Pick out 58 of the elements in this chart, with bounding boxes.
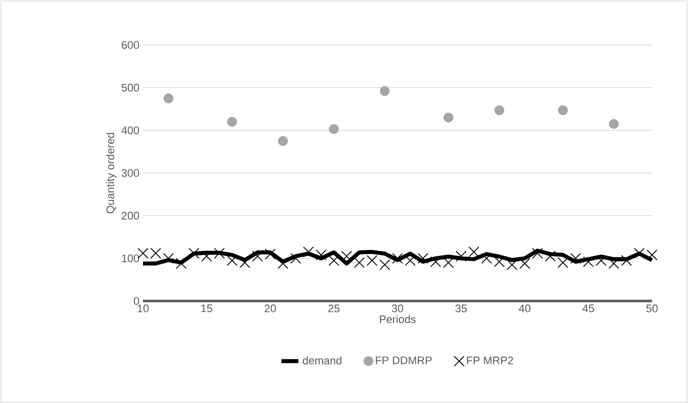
- x-tick-label: 50: [646, 304, 658, 312]
- point: [328, 255, 340, 266]
- point: [646, 250, 658, 260]
- point: [354, 257, 365, 268]
- point: [596, 255, 607, 266]
- point: [380, 86, 390, 96]
- point: [316, 250, 327, 260]
- y-axis-title: Quantity ordered: [106, 132, 116, 214]
- y-tick-label: 100: [122, 254, 140, 262]
- y-tick-label: 200: [122, 212, 140, 220]
- point: [366, 255, 378, 266]
- point: [392, 252, 403, 264]
- point: [278, 136, 288, 146]
- point: [558, 105, 568, 116]
- x-tick-label: 25: [328, 304, 340, 312]
- x-tick-label: 45: [582, 304, 594, 312]
- x-tick-label: 15: [201, 304, 212, 312]
- point: [328, 124, 339, 134]
- point: [544, 250, 556, 262]
- x-axis-title: Periods: [380, 315, 416, 324]
- point: [201, 250, 212, 262]
- point: [418, 252, 428, 264]
- x-tick-label: 10: [138, 304, 149, 312]
- point: [608, 118, 619, 129]
- point: [456, 250, 467, 262]
- point: [570, 252, 582, 264]
- point: [443, 112, 454, 122]
- x-tick-label: 35: [455, 304, 467, 312]
- y-tick-label: 0: [134, 297, 140, 305]
- legend-label: FP MRP2: [467, 356, 514, 364]
- point: [494, 256, 505, 268]
- point: [164, 93, 174, 104]
- point: [519, 258, 530, 269]
- y-tick-label: 300: [122, 169, 140, 177]
- legend-label: demand: [302, 356, 342, 364]
- point: [290, 252, 302, 264]
- y-tick-label: 400: [121, 126, 140, 134]
- point: [494, 105, 504, 116]
- y-tick-label: 500: [122, 84, 140, 92]
- point: [252, 250, 263, 262]
- x-tick-label: 30: [392, 304, 404, 312]
- y-tick-label: 600: [122, 41, 140, 49]
- point: [558, 257, 568, 268]
- point: [621, 255, 632, 266]
- point: [379, 259, 390, 270]
- point: [264, 248, 276, 260]
- point: [468, 246, 480, 258]
- point: [214, 248, 225, 259]
- point: [582, 256, 594, 268]
- point: [481, 252, 492, 264]
- point: [532, 248, 543, 259]
- point: [506, 259, 518, 270]
- x-tick-label: 20: [264, 304, 276, 312]
- point: [430, 256, 442, 268]
- x-tick-label: 40: [518, 304, 530, 312]
- point: [226, 255, 238, 266]
- legend-label: FP DDMRP: [376, 356, 432, 364]
- point: [227, 116, 238, 127]
